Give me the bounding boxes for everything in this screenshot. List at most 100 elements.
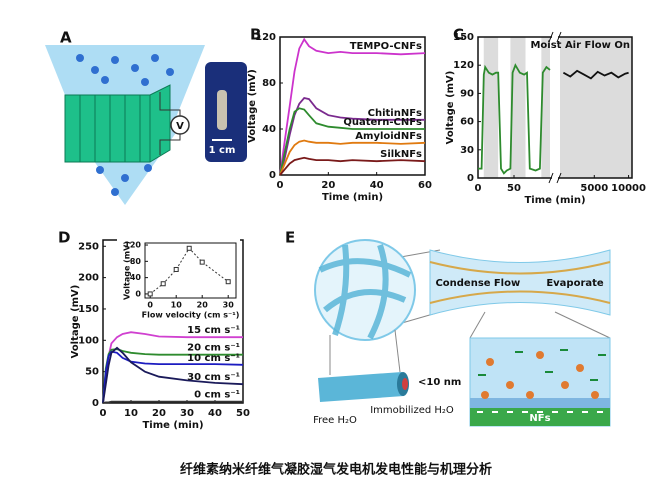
y-tick-label: 120 bbox=[453, 60, 474, 71]
meter-label: V bbox=[176, 121, 184, 132]
schematic-e bbox=[314, 239, 611, 427]
y-tick-label: 100 bbox=[78, 335, 99, 346]
scale-bar-label: 1 cm bbox=[209, 145, 236, 156]
y-tick-label: 60 bbox=[460, 117, 474, 128]
data-line bbox=[478, 63, 551, 175]
series-label: SilkNFs bbox=[380, 149, 422, 160]
series-label: 10 cm s⁻¹ bbox=[187, 353, 240, 364]
y-tick-label: 40 bbox=[130, 273, 142, 282]
x-tick-label: 0 bbox=[475, 183, 482, 194]
series-label: 0 cm s⁻¹ bbox=[194, 390, 240, 401]
y-tick-label: 0 bbox=[92, 398, 99, 409]
annotation: Moist Air Flow On bbox=[530, 40, 630, 51]
x-tick-label: 20 bbox=[152, 408, 166, 419]
flow-label: Flow bbox=[494, 278, 520, 289]
data-line bbox=[102, 400, 243, 404]
series-label: TEMPO-CNFs bbox=[350, 41, 422, 52]
data-line bbox=[279, 37, 426, 176]
panel-label: E bbox=[285, 229, 295, 247]
shaded-region bbox=[510, 37, 526, 178]
shaded-region bbox=[560, 37, 632, 178]
caption: 纤维素纳米纤维气凝胶湿气发电机发电性能与机理分析 bbox=[180, 462, 492, 478]
x-tick-label: 60 bbox=[418, 180, 432, 191]
x-tick-label: 0 bbox=[277, 180, 284, 191]
shaded-region bbox=[541, 37, 550, 178]
axis-break bbox=[552, 172, 558, 184]
condense-label: Condense bbox=[435, 278, 490, 289]
x-axis-label: Flow velocity (cm s⁻¹) bbox=[142, 311, 240, 320]
pore-label: <10 nm bbox=[418, 377, 461, 388]
series-label: 15 cm s⁻¹ bbox=[187, 325, 240, 336]
x-axis-label: Time (min) bbox=[142, 420, 203, 431]
immobilized-water-label: Immobilized H₂O bbox=[370, 405, 454, 416]
data-line bbox=[279, 156, 426, 176]
panel-label: B bbox=[250, 26, 261, 44]
y-tick-label: 40 bbox=[262, 124, 276, 135]
series-label: AmyloidNFs bbox=[355, 131, 422, 142]
y-tick-label: 120 bbox=[255, 32, 276, 43]
data-marker bbox=[199, 259, 205, 265]
y-tick-label: 50 bbox=[85, 367, 99, 378]
data-line bbox=[279, 107, 425, 176]
y-tick-label: 150 bbox=[453, 32, 474, 43]
y-axis-label: Voltage (mV) bbox=[70, 285, 81, 359]
axis-break bbox=[552, 31, 558, 43]
substrate-label: NFs bbox=[529, 413, 550, 424]
x-tick-label: 40 bbox=[370, 180, 384, 191]
y-tick-label: 0 bbox=[467, 173, 474, 184]
y-tick-label: 120 bbox=[124, 241, 141, 250]
x-axis-label: Time (min) bbox=[524, 195, 585, 206]
plot-frame bbox=[144, 242, 237, 299]
shaded-region bbox=[483, 37, 499, 178]
x-tick-label: 50 bbox=[507, 183, 521, 194]
x-tick-label: 10 bbox=[171, 301, 183, 310]
x-tick-label: 20 bbox=[321, 180, 335, 191]
y-tick-label: 30 bbox=[460, 145, 474, 156]
x-tick-label: 0 bbox=[100, 408, 107, 419]
y-tick-label: 80 bbox=[130, 257, 142, 266]
y-tick-label: 0 bbox=[135, 289, 141, 298]
data-line bbox=[279, 97, 425, 176]
series-label: ChitinNFs bbox=[368, 108, 422, 119]
y-tick-label: 200 bbox=[78, 273, 99, 284]
inset-frame bbox=[117, 239, 240, 324]
y-axis-label: Voltage (mV) bbox=[445, 71, 456, 145]
y-tick-label: 250 bbox=[78, 241, 99, 252]
panel-label: C bbox=[453, 26, 464, 44]
data-marker bbox=[147, 291, 153, 297]
data-marker bbox=[160, 281, 166, 287]
x-tick-label: 30 bbox=[180, 408, 194, 419]
data-line bbox=[102, 346, 244, 404]
x-axis-label: Time (min) bbox=[322, 192, 383, 203]
y-axis-label: Voltage (mV) bbox=[123, 241, 132, 300]
schematic-a bbox=[45, 45, 247, 205]
series-label: 30 cm s⁻¹ bbox=[187, 372, 240, 383]
y-tick-label: 80 bbox=[262, 78, 276, 89]
panel-label: A bbox=[60, 29, 72, 47]
evaporate-label: Evaporate bbox=[546, 278, 604, 289]
data-line bbox=[279, 139, 426, 176]
axis-break-mark bbox=[548, 31, 562, 184]
x-tick-label: 5000 bbox=[580, 183, 608, 194]
free-water-label: Free H₂O bbox=[313, 415, 357, 426]
x-tick-label: 20 bbox=[197, 301, 209, 310]
data-line bbox=[562, 69, 629, 80]
y-tick-label: 90 bbox=[460, 88, 474, 99]
series-label: 20 cm s⁻¹ bbox=[187, 343, 240, 354]
y-tick-label: 150 bbox=[78, 304, 99, 315]
data-marker bbox=[173, 266, 179, 272]
series-label: Quatern-CNFs bbox=[343, 117, 422, 128]
panel-label: D bbox=[58, 229, 70, 247]
x-tick-label: 0 bbox=[147, 301, 153, 310]
data-marker bbox=[186, 245, 192, 251]
x-tick-label: 40 bbox=[208, 408, 222, 419]
x-tick-label: 10 bbox=[124, 408, 138, 419]
y-axis-label: Voltage (mV) bbox=[247, 69, 258, 143]
x-tick-label: 30 bbox=[223, 301, 235, 310]
data-line bbox=[102, 350, 244, 404]
y-tick-label: 0 bbox=[269, 170, 276, 181]
x-tick-label: 10000 bbox=[611, 183, 646, 194]
data-marker bbox=[225, 279, 231, 285]
plot-frame bbox=[279, 36, 426, 176]
